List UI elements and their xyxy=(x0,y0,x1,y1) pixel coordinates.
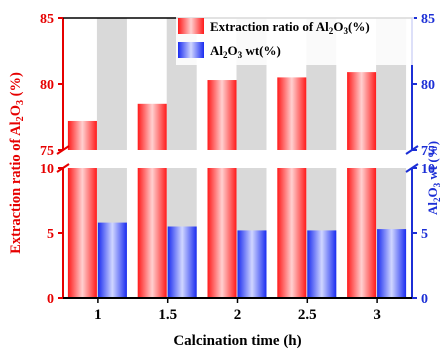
label-segment: O xyxy=(425,187,440,197)
subscript: 2 xyxy=(15,116,26,121)
right-tick-label: 10 xyxy=(421,162,435,177)
subscript: 2 xyxy=(432,197,442,202)
subscript: 3 xyxy=(432,182,442,187)
label-segment: wt(%) xyxy=(242,43,281,58)
label-segment: O xyxy=(228,43,238,58)
subscript: 3 xyxy=(343,26,348,36)
subscript: 2 xyxy=(329,26,334,36)
label-segment: Extraction ratio of Al xyxy=(8,121,24,254)
red-bar-upper xyxy=(67,120,97,150)
right-tick-label: 5 xyxy=(421,227,428,242)
subscript: 2 xyxy=(223,50,228,60)
x-tick-label: 1 xyxy=(94,307,102,323)
subscript: 3 xyxy=(15,100,26,105)
right-axis-title: Al2O3 wt (%) xyxy=(425,141,442,215)
red-bar-upper xyxy=(347,72,377,150)
left-tick-label: 75 xyxy=(40,144,54,159)
legend-label-blue: Al2O3 wt(%) xyxy=(210,43,281,60)
blue-bar xyxy=(167,226,197,298)
blue-bar xyxy=(307,230,337,298)
left-tick-label: 0 xyxy=(47,292,54,307)
red-bar-lower xyxy=(137,168,167,298)
x-axis-title: Calcination time (h) xyxy=(173,333,301,349)
x-tick-label: 1.5 xyxy=(158,307,177,323)
right-tick-label: 85 xyxy=(421,12,435,27)
red-bar-lower xyxy=(347,168,377,298)
axis-break-gap xyxy=(63,150,412,168)
x-tick-label: 3 xyxy=(373,307,381,323)
left-axis-title: Extraction ratio of Al2O3 (%) xyxy=(8,72,26,254)
left-tick-label: 10 xyxy=(40,162,54,177)
label-segment: Al xyxy=(425,202,440,215)
label-segment: Al xyxy=(210,43,223,58)
label-segment: O xyxy=(333,19,343,34)
label-segment: (%) xyxy=(8,72,24,100)
red-bar-upper xyxy=(277,77,307,150)
blue-bar xyxy=(377,229,407,298)
left-tick-label: 80 xyxy=(40,78,54,93)
label-segment: Extraction ratio of Al xyxy=(210,19,329,34)
right-tick-label: 80 xyxy=(421,78,435,93)
label-segment: O xyxy=(8,105,24,116)
right-tick-label: 0 xyxy=(421,292,428,307)
label-segment: wt (%) xyxy=(425,141,440,183)
red-bar-lower xyxy=(277,168,307,298)
legend-label-red: Extraction ratio of Al2O3(%) xyxy=(210,19,370,36)
x-tick-label: 2 xyxy=(234,307,242,323)
red-bar-upper xyxy=(207,80,237,150)
left-tick-label: 85 xyxy=(40,12,54,27)
left-tick-label: 5 xyxy=(47,227,54,242)
blue-bar xyxy=(97,222,127,298)
red-bar-lower xyxy=(207,168,237,298)
legend-swatch-blue xyxy=(178,42,204,58)
subscript: 3 xyxy=(238,50,243,60)
red-bar-lower xyxy=(67,168,97,298)
x-tick-label: 2.5 xyxy=(298,307,317,323)
red-bar-upper xyxy=(137,103,167,150)
right-tick-label: 75 xyxy=(421,144,435,159)
legend-swatch-red xyxy=(178,18,204,34)
blue-bar xyxy=(237,230,267,298)
legend-box xyxy=(176,15,414,65)
label-segment: (%) xyxy=(348,19,370,34)
